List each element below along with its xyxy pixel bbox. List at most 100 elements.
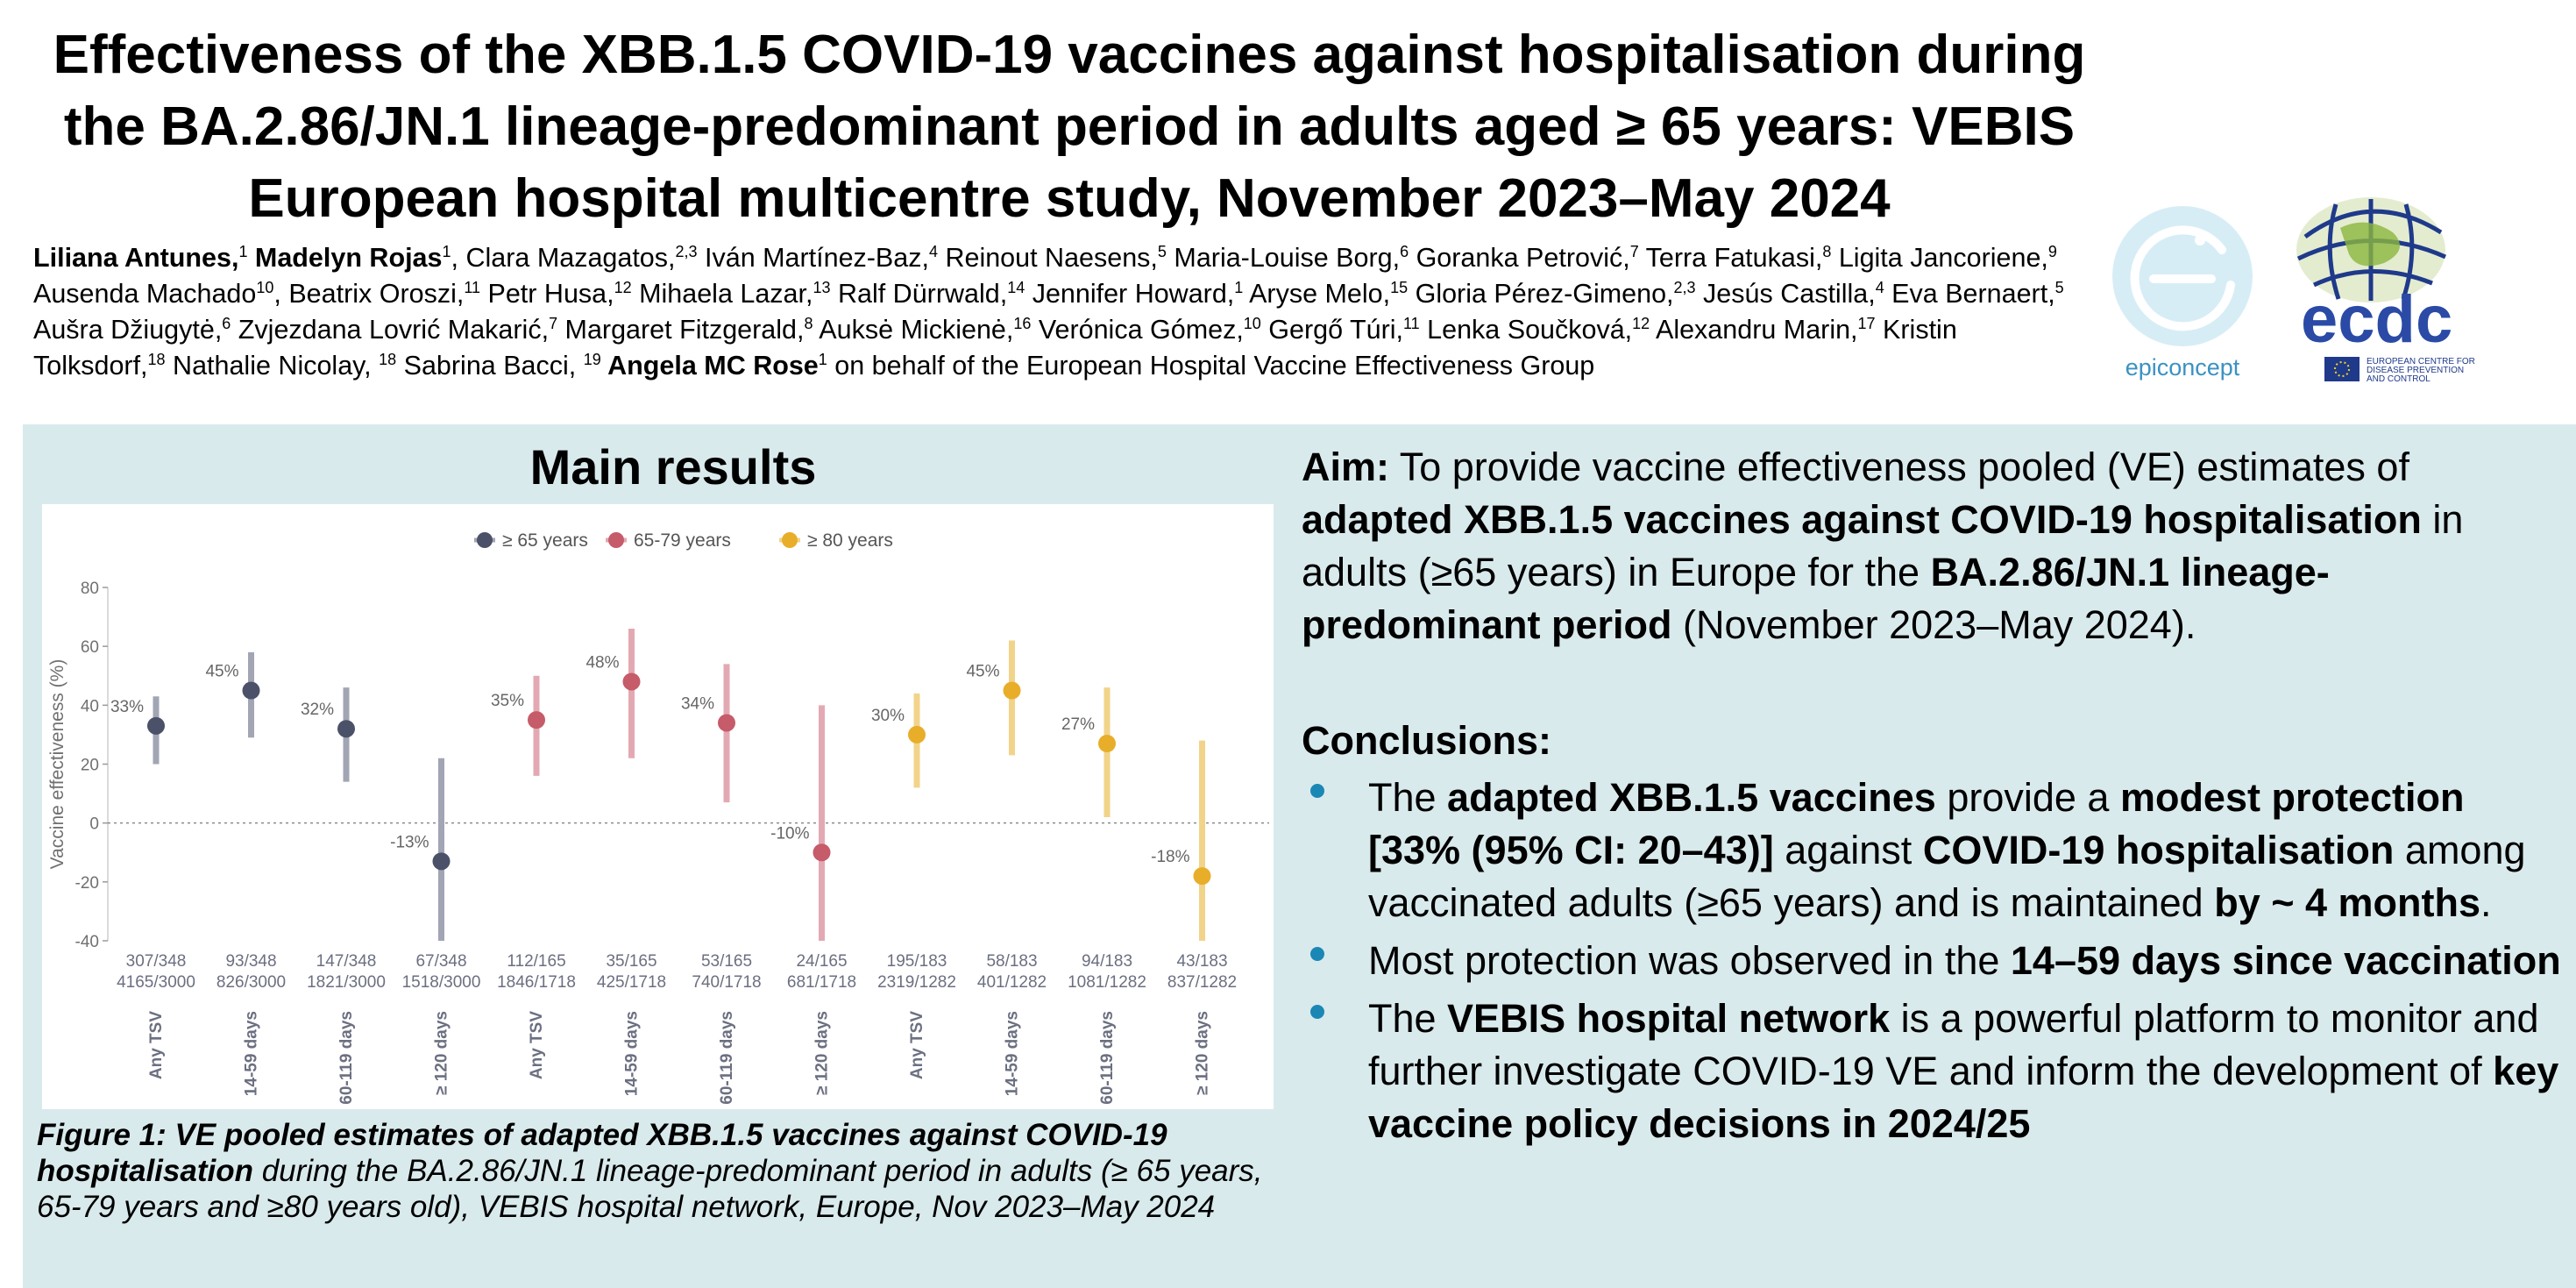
conclusions-list: The adapted XBB.1.5 vaccines provide a m… — [1302, 772, 2564, 1156]
y-tick-label: 60 — [81, 638, 99, 657]
conclusion-text: provide a — [1935, 775, 2120, 820]
data-label: 33% — [110, 698, 144, 716]
author-name: Aryse Melo, — [1243, 279, 1391, 309]
x-controls-label: 425/1718 — [597, 973, 666, 992]
author-name: Nathalie Nicolay, — [165, 351, 380, 381]
author-affiliation: 17 — [1857, 314, 1876, 332]
author-name: Kristin Tolksdorf, — [33, 315, 1957, 381]
ecdc-subtext-2: DISEASE PREVENTION — [2367, 366, 2464, 375]
chart-container: -40 -20 0 20 40 60 80 Vaccine effectiveness (%)… — [42, 504, 1274, 1109]
conclusion-text: against — [1773, 828, 1923, 872]
author-affiliation: 16 — [1013, 314, 1032, 332]
ecdc-subtext-3: AND CONTROL — [2367, 374, 2431, 384]
x-cases-label: 67/348 — [415, 952, 466, 971]
point-estimate — [813, 843, 831, 862]
author-name: Ausenda Machado — [33, 279, 257, 309]
point-estimate — [337, 720, 355, 738]
x-category-label: 14-59 days — [243, 1011, 261, 1096]
author-name: Gergő Túri, — [1260, 315, 1403, 345]
x-controls-label: 681/1718 — [787, 973, 856, 992]
epiconcept-logo-text: epiconcept — [2125, 354, 2240, 381]
ecdc-logo: ecdc EUROPEAN CENTRE FOR DISEASE PREVENT… — [2296, 197, 2475, 384]
author-affiliation: 1 — [818, 350, 827, 368]
x-cases-label: 93/348 — [225, 952, 276, 971]
author-list: Liliana Antunes,1 Madelyn Rojas1, Clara … — [33, 240, 2084, 384]
point-estimate — [147, 716, 165, 735]
legend-swatch-dot — [608, 532, 624, 548]
author-affiliation: 8 — [804, 314, 813, 332]
x-category-label: Any TSV — [528, 1011, 546, 1079]
author-name: Terra Fatukasi, — [1638, 243, 1823, 273]
legend-label: ≥ 80 years — [807, 530, 893, 551]
author-affiliation: 18 — [379, 350, 397, 368]
aim-label: Aim: — [1302, 445, 1389, 489]
author-name: Sabrina Bacci, — [396, 351, 584, 381]
author-affiliation: 13 — [813, 278, 831, 296]
data-label: 45% — [966, 663, 999, 681]
author-affiliation: 10 — [256, 278, 274, 296]
data-label: 45% — [205, 663, 238, 681]
author-name: Jesús Castilla, — [1695, 279, 1876, 309]
x-cases-label: 58/183 — [986, 952, 1037, 971]
x-controls-label: 2319/1282 — [877, 973, 956, 992]
conclusion-text: Most protection was observed in the — [1368, 938, 2011, 983]
legend-swatch-dot — [477, 532, 493, 548]
author-name: Angela MC Rose — [600, 351, 819, 381]
author-affiliation: 7 — [1629, 242, 1639, 260]
conclusion-text: The — [1368, 775, 1448, 820]
author-name: Zvjezdana Lovrić Makarić, — [231, 315, 550, 345]
author-name: Alexandru Marin, — [1650, 315, 1858, 345]
aim-bold-2: BA.2.86/JN.1 lineage-predominant period — [1302, 550, 2330, 647]
legend-label: ≥ 65 years — [502, 530, 588, 551]
author-name: Liliana Antunes, — [33, 243, 239, 273]
author-name: Lenka Součková, — [1419, 315, 1633, 345]
author-name: Jennifer Howard, — [1025, 279, 1235, 309]
author-affiliation: 2,3 — [1673, 278, 1696, 296]
data-label: -10% — [770, 824, 809, 843]
ecdc-logo-text: ecdc — [2301, 282, 2452, 357]
data-label: 35% — [491, 692, 524, 710]
aim-bold-1: adapted XBB.1.5 vaccines against COVID-1… — [1302, 497, 2422, 542]
point-estimate — [1003, 681, 1021, 700]
author-affiliation: 2,3 — [675, 242, 698, 260]
author-name: Iván Martínez-Baz, — [697, 243, 929, 273]
y-tick-label: -20 — [75, 874, 99, 893]
x-controls-label: 1846/1718 — [497, 973, 576, 992]
data-label: 32% — [301, 701, 334, 719]
y-axis-label: Vaccine effectiveness (%) — [47, 659, 67, 870]
author-name: Ligita Jancoriene, — [1831, 243, 2048, 273]
author-name: Aušra Džiugytė, — [33, 315, 223, 345]
author-affiliation: 4 — [1875, 278, 1884, 296]
epiconcept-logo: epiconcept — [2112, 206, 2253, 381]
point-estimate — [242, 681, 260, 700]
author-name: Madelyn Rojas — [247, 243, 443, 273]
author-affiliation: 1 — [238, 242, 248, 260]
author-affiliation: 18 — [147, 350, 166, 368]
y-tick-label: 80 — [81, 580, 99, 598]
point-estimate — [718, 714, 735, 732]
author-name: Eva Bernaert, — [1884, 279, 2055, 309]
author-affiliation: 6 — [1400, 242, 1409, 260]
x-cases-label: 24/165 — [796, 952, 847, 971]
author-name: Mihaela Lazar, — [631, 279, 813, 309]
conclusion-item: The adapted XBB.1.5 vaccines provide a m… — [1302, 772, 2564, 929]
x-cases-label: 147/348 — [316, 952, 377, 971]
data-label: -13% — [390, 833, 429, 851]
y-tick-label: 20 — [81, 757, 99, 775]
author-name: Goranka Petrović, — [1409, 243, 1630, 273]
x-controls-label: 1821/3000 — [307, 973, 386, 992]
x-category-label: 60-119 days — [1098, 1011, 1117, 1105]
x-controls-label: 1518/3000 — [402, 973, 481, 992]
x-controls-label: 826/3000 — [216, 973, 286, 992]
main-results-heading: Main results — [529, 439, 817, 495]
figure-caption: Figure 1: VE pooled estimates of adapted… — [37, 1117, 1281, 1225]
conclusion-text: among vaccinated adults (≥65 years) and … — [1368, 828, 2526, 925]
point-estimate — [1098, 734, 1116, 752]
author-name: Petr Husa, — [480, 279, 614, 309]
author-affiliation: 7 — [549, 314, 558, 332]
conclusion-item: The VEBIS hospital network is a powerful… — [1302, 993, 2564, 1150]
conclusion-text: The — [1368, 996, 1448, 1041]
ve-forest-chart: -40 -20 0 20 40 60 80 Vaccine effectiveness (%)… — [47, 530, 1269, 1105]
x-cases-label: 43/183 — [1176, 952, 1227, 971]
point-estimate — [432, 852, 451, 871]
